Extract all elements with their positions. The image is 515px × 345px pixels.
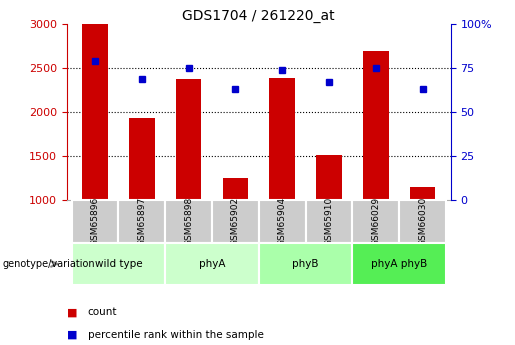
Bar xyxy=(165,200,212,243)
Bar xyxy=(72,200,118,243)
Bar xyxy=(82,24,108,200)
Bar xyxy=(118,200,165,243)
Bar xyxy=(305,200,352,243)
Bar xyxy=(165,243,259,285)
Text: ■: ■ xyxy=(67,330,77,339)
Text: phyA: phyA xyxy=(199,259,225,269)
Text: GSM65897: GSM65897 xyxy=(138,197,146,246)
Text: GSM65902: GSM65902 xyxy=(231,197,240,246)
Bar xyxy=(129,118,154,200)
Text: phyA phyB: phyA phyB xyxy=(371,259,427,269)
Bar xyxy=(410,187,435,200)
Text: phyB: phyB xyxy=(293,259,319,269)
Text: GSM66030: GSM66030 xyxy=(418,197,427,246)
Text: percentile rank within the sample: percentile rank within the sample xyxy=(88,330,264,339)
Bar xyxy=(399,200,446,243)
Bar xyxy=(222,178,248,200)
Text: GSM65898: GSM65898 xyxy=(184,197,193,246)
Text: GSM66029: GSM66029 xyxy=(371,197,380,246)
Text: GSM65910: GSM65910 xyxy=(324,197,334,246)
Bar xyxy=(269,78,295,200)
Text: genotype/variation: genotype/variation xyxy=(3,259,95,269)
Bar xyxy=(363,51,389,200)
Bar xyxy=(352,243,446,285)
Bar xyxy=(352,200,399,243)
Text: GSM65904: GSM65904 xyxy=(278,197,287,246)
Bar xyxy=(259,243,352,285)
Bar xyxy=(259,200,305,243)
Bar xyxy=(316,155,342,200)
Bar xyxy=(72,243,165,285)
Title: GDS1704 / 261220_at: GDS1704 / 261220_at xyxy=(182,9,335,23)
Text: count: count xyxy=(88,307,117,317)
Text: wild type: wild type xyxy=(95,259,142,269)
Bar xyxy=(176,79,201,200)
Text: GSM65896: GSM65896 xyxy=(91,197,99,246)
Bar xyxy=(212,200,259,243)
Text: ■: ■ xyxy=(67,307,77,317)
